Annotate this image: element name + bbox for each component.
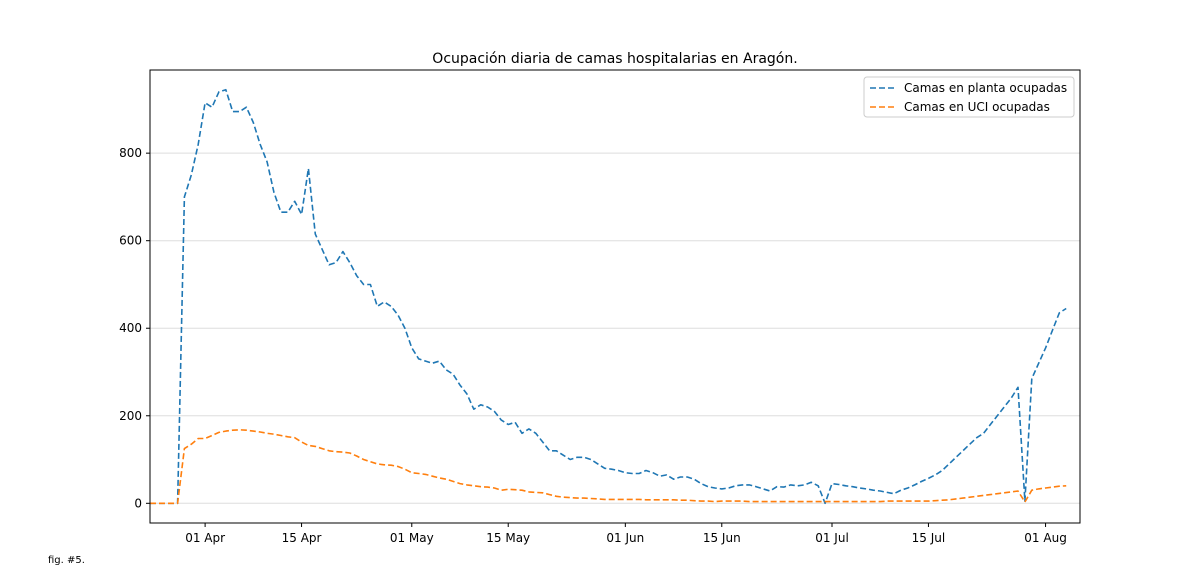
x-axis: 01 Apr 15 Apr 01 May 15 May 01 Jun 15 Jun 01 J… — [185, 523, 1067, 545]
gridlines — [150, 152, 1080, 504]
figure-caption: fig. #5. — [48, 555, 85, 566]
chart-title: Ocupación diaria de camas hospitalarias … — [432, 51, 797, 67]
x-tick-label: 01 Jul — [815, 531, 849, 545]
plot-frame — [149, 69, 1081, 524]
y-tick-label: 200 — [119, 409, 142, 423]
y-tick-label: 600 — [119, 234, 142, 248]
x-tick-label: 01 Apr — [185, 531, 225, 545]
x-tick-label: 01 Jun — [606, 531, 644, 545]
series-line-2 — [150, 429, 1067, 505]
x-tick-label: 15 Jul — [912, 531, 946, 545]
legend-box — [863, 76, 1075, 118]
x-tick-label: 15 Apr — [282, 531, 322, 545]
legend: Camas en planta ocupadas Camas en UCI ocu… — [863, 76, 1075, 118]
y-tick-label: 0 — [134, 496, 142, 510]
y-tick-label: 400 — [119, 321, 142, 335]
y-axis: 0 200 400 600 800 — [119, 146, 150, 510]
x-tick-label: 15 Jun — [703, 531, 741, 545]
series-lines — [150, 88, 1067, 505]
legend-label: Camas en planta ocupadas — [904, 81, 1067, 95]
x-tick-label: 15 May — [486, 531, 530, 545]
x-tick-label: 01 May — [390, 531, 434, 545]
y-tick-label: 800 — [119, 146, 142, 160]
series-line-1 — [150, 88, 1067, 505]
x-tick-label: 01 Aug — [1024, 531, 1067, 545]
legend-label: Camas en UCI ocupadas — [904, 100, 1050, 114]
